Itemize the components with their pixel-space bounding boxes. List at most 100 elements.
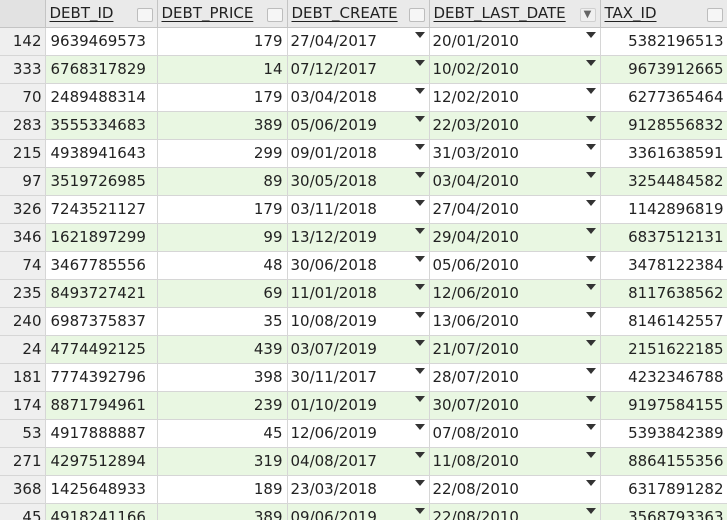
- cell-debt-last-date[interactable]: 05/06/2010: [429, 251, 601, 280]
- cell-debt-id[interactable]: 6987375837: [45, 307, 158, 336]
- cell-debt-id[interactable]: 7774392796: [45, 363, 158, 392]
- row-number[interactable]: 53: [0, 419, 46, 448]
- table-row[interactable]: 215 4938941643 299 09/01/2018 31/03/2010 3361…: [0, 139, 727, 168]
- cell-tax-id[interactable]: 8117638562: [600, 279, 727, 308]
- date-dropdown-icon[interactable]: [414, 480, 425, 486]
- cell-debt-price[interactable]: 179: [157, 195, 288, 224]
- cell-debt-id[interactable]: 8493727421: [45, 279, 158, 308]
- column-header-debt-create[interactable]: DEBT_CREATE: [287, 0, 430, 28]
- date-dropdown-icon[interactable]: [414, 508, 425, 514]
- cell-debt-create[interactable]: 30/06/2018: [287, 251, 430, 280]
- cell-tax-id[interactable]: 4232346788: [600, 363, 727, 392]
- cell-debt-last-date[interactable]: 20/01/2010: [429, 27, 601, 56]
- table-row[interactable]: 271 4297512894 319 04/08/2017 11/08/2010 8864…: [0, 447, 727, 476]
- cell-debt-create[interactable]: 11/01/2018: [287, 279, 430, 308]
- table-row[interactable]: 368 1425648933 189 23/03/2018 22/08/2010 6317…: [0, 475, 727, 504]
- date-dropdown-icon[interactable]: [414, 424, 425, 430]
- cell-debt-create[interactable]: 09/06/2019: [287, 503, 430, 520]
- cell-debt-id[interactable]: 9639469573: [45, 27, 158, 56]
- row-number[interactable]: 174: [0, 391, 46, 420]
- date-dropdown-icon[interactable]: [585, 480, 596, 486]
- row-number[interactable]: 142: [0, 27, 46, 56]
- date-dropdown-icon[interactable]: [414, 172, 425, 178]
- cell-debt-id[interactable]: 4774492125: [45, 335, 158, 364]
- cell-debt-id[interactable]: 7243521127: [45, 195, 158, 224]
- filter-dropdown-icon[interactable]: [266, 8, 283, 22]
- row-number[interactable]: 235: [0, 279, 46, 308]
- cell-debt-price[interactable]: 45: [157, 419, 288, 448]
- cell-debt-id[interactable]: 8871794961: [45, 391, 158, 420]
- cell-debt-last-date[interactable]: 29/04/2010: [429, 223, 601, 252]
- cell-debt-price[interactable]: 299: [157, 139, 288, 168]
- date-dropdown-icon[interactable]: [585, 368, 596, 374]
- cell-tax-id[interactable]: 8864155356: [600, 447, 727, 476]
- cell-debt-price[interactable]: 189: [157, 475, 288, 504]
- column-header-debt-last-date[interactable]: DEBT_LAST_DATE ▼: [429, 0, 601, 28]
- cell-debt-id[interactable]: 1425648933: [45, 475, 158, 504]
- cell-debt-id[interactable]: 4918241166: [45, 503, 158, 520]
- row-number[interactable]: 74: [0, 251, 46, 280]
- date-dropdown-icon[interactable]: [585, 312, 596, 318]
- cell-tax-id[interactable]: 8146142557: [600, 307, 727, 336]
- cell-debt-create[interactable]: 05/06/2019: [287, 111, 430, 140]
- cell-debt-price[interactable]: 439: [157, 335, 288, 364]
- column-header-debt-id[interactable]: DEBT_ID: [45, 0, 158, 28]
- table-row[interactable]: 333 6768317829 14 07/12/2017 10/02/2010 96739…: [0, 55, 727, 84]
- cell-debt-price[interactable]: 389: [157, 111, 288, 140]
- table-row[interactable]: 142 9639469573 179 27/04/2017 20/01/2010 5382…: [0, 27, 727, 56]
- cell-debt-last-date[interactable]: 22/08/2010: [429, 475, 601, 504]
- date-dropdown-icon[interactable]: [585, 88, 596, 94]
- cell-debt-id[interactable]: 3467785556: [45, 251, 158, 280]
- table-row[interactable]: 53 4917888887 45 12/06/2019 07/08/2010 539384…: [0, 419, 727, 448]
- column-header-tax-id[interactable]: TAX_ID: [600, 0, 727, 28]
- corner-cell[interactable]: [0, 0, 46, 28]
- row-number[interactable]: 24: [0, 335, 46, 364]
- cell-debt-last-date[interactable]: 22/03/2010: [429, 111, 601, 140]
- cell-tax-id[interactable]: 5393842389: [600, 419, 727, 448]
- cell-debt-price[interactable]: 319: [157, 447, 288, 476]
- table-row[interactable]: 346 1621897299 99 13/12/2019 29/04/2010 68375…: [0, 223, 727, 252]
- cell-debt-last-date[interactable]: 12/06/2010: [429, 279, 601, 308]
- cell-tax-id[interactable]: 9128556832: [600, 111, 727, 140]
- cell-debt-price[interactable]: 89: [157, 167, 288, 196]
- table-row[interactable]: 283 3555334683 389 05/06/2019 22/03/2010 9128…: [0, 111, 727, 140]
- cell-debt-id[interactable]: 6768317829: [45, 55, 158, 84]
- cell-tax-id[interactable]: 9197584155: [600, 391, 727, 420]
- cell-debt-last-date[interactable]: 30/07/2010: [429, 391, 601, 420]
- table-row[interactable]: 240 6987375837 35 10/08/2019 13/06/2010 81461…: [0, 307, 727, 336]
- sort-indicator-icon[interactable]: ▼: [579, 8, 596, 22]
- row-number[interactable]: 240: [0, 307, 46, 336]
- cell-tax-id[interactable]: 6277365464: [600, 83, 727, 112]
- date-dropdown-icon[interactable]: [414, 228, 425, 234]
- date-dropdown-icon[interactable]: [585, 508, 596, 514]
- date-dropdown-icon[interactable]: [414, 144, 425, 150]
- cell-debt-create[interactable]: 03/07/2019: [287, 335, 430, 364]
- cell-debt-last-date[interactable]: 28/07/2010: [429, 363, 601, 392]
- row-number[interactable]: 45: [0, 503, 46, 520]
- date-dropdown-icon[interactable]: [585, 32, 596, 38]
- cell-debt-price[interactable]: 389: [157, 503, 288, 520]
- cell-debt-price[interactable]: 239: [157, 391, 288, 420]
- cell-debt-id[interactable]: 2489488314: [45, 83, 158, 112]
- row-number[interactable]: 271: [0, 447, 46, 476]
- date-dropdown-icon[interactable]: [414, 312, 425, 318]
- cell-debt-price[interactable]: 99: [157, 223, 288, 252]
- table-row[interactable]: 174 8871794961 239 01/10/2019 30/07/2010 9197…: [0, 391, 727, 420]
- date-dropdown-icon[interactable]: [414, 116, 425, 122]
- date-dropdown-icon[interactable]: [585, 228, 596, 234]
- filter-dropdown-icon[interactable]: [136, 8, 153, 22]
- cell-debt-create[interactable]: 13/12/2019: [287, 223, 430, 252]
- cell-debt-create[interactable]: 30/05/2018: [287, 167, 430, 196]
- row-number[interactable]: 283: [0, 111, 46, 140]
- cell-debt-last-date[interactable]: 12/02/2010: [429, 83, 601, 112]
- row-number[interactable]: 97: [0, 167, 46, 196]
- cell-debt-last-date[interactable]: 22/08/2010: [429, 503, 601, 520]
- cell-tax-id[interactable]: 3361638591: [600, 139, 727, 168]
- date-dropdown-icon[interactable]: [585, 116, 596, 122]
- date-dropdown-icon[interactable]: [414, 284, 425, 290]
- row-number[interactable]: 326: [0, 195, 46, 224]
- cell-debt-last-date[interactable]: 10/02/2010: [429, 55, 601, 84]
- cell-tax-id[interactable]: 3568793363: [600, 503, 727, 520]
- row-number[interactable]: 215: [0, 139, 46, 168]
- date-dropdown-icon[interactable]: [585, 60, 596, 66]
